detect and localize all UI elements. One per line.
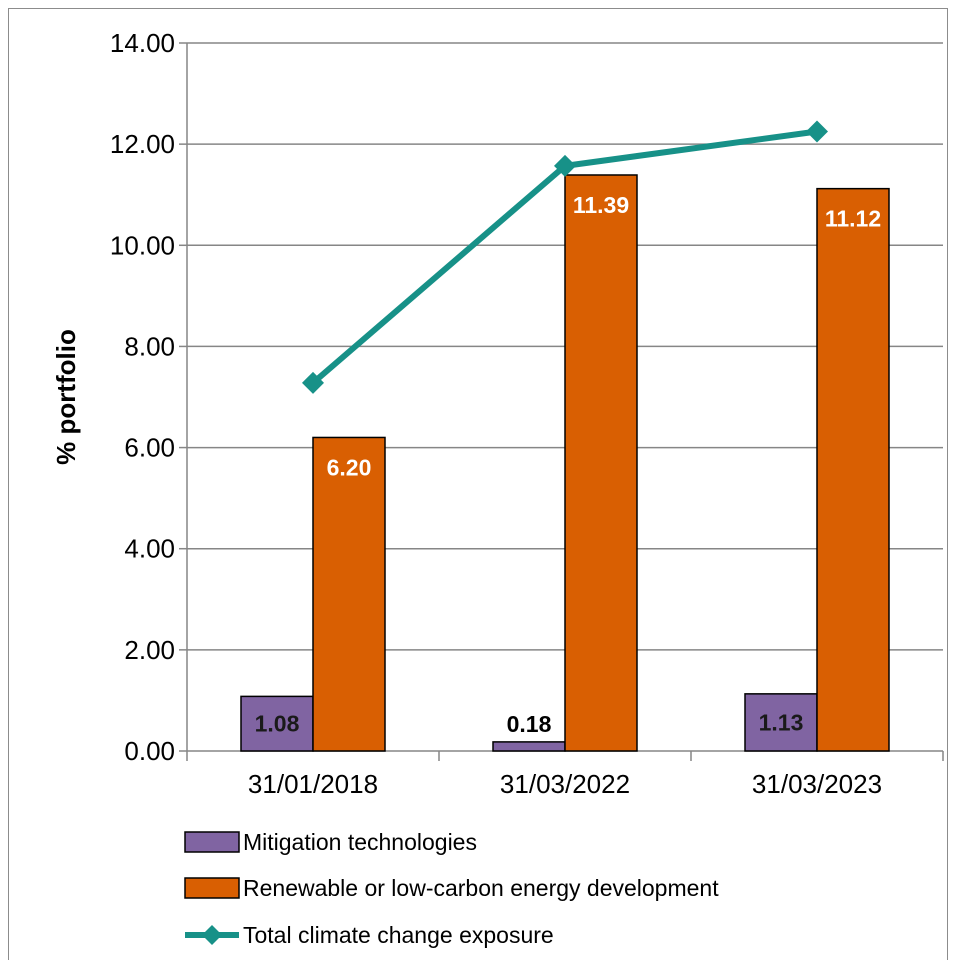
y-tick-label: 6.00 — [124, 433, 175, 463]
bar-mitigation — [492, 741, 566, 752]
y-axis-label: % portfolio — [51, 329, 81, 465]
total-line — [302, 120, 828, 394]
y-tick-label: 0.00 — [124, 736, 175, 766]
bar-renewable — [816, 187, 890, 752]
bar-mitigation — [240, 695, 314, 752]
total-line-marker — [302, 371, 324, 394]
legend-swatch — [184, 831, 240, 853]
data-label: 1.08 — [255, 711, 300, 737]
legend: Mitigation technologies Renewable or low-… — [184, 829, 719, 948]
data-label: 1.13 — [759, 709, 804, 735]
y-axis-ticks: 0.00 2.00 4.00 6.00 8.00 10.00 12.00 14.00 — [110, 28, 175, 766]
data-label: 6.20 — [327, 454, 372, 480]
legend-swatch — [184, 877, 240, 899]
bar-mitigation — [744, 693, 818, 752]
total-line-marker — [806, 120, 828, 143]
legend-label: Total climate change exposure — [243, 922, 554, 948]
y-tick-label: 2.00 — [124, 635, 175, 665]
legend-marker — [202, 925, 222, 945]
y-tick-label: 10.00 — [110, 230, 175, 260]
legend-label: Mitigation technologies — [243, 829, 477, 855]
bars: 1.08 0.18 1.13 6.20 11.39 11.12 — [240, 174, 890, 752]
x-axis-ticks: 31/01/2018 31/03/2022 31/03/2023 — [248, 769, 882, 799]
x-tick-label: 31/03/2023 — [752, 769, 882, 799]
chart-frame — [8, 8, 948, 960]
x-tick-label: 31/01/2018 — [248, 769, 378, 799]
data-label: 11.12 — [825, 206, 881, 232]
y-tick-label: 14.00 — [110, 28, 175, 58]
y-tick-label: 4.00 — [124, 534, 175, 564]
total-line-marker — [554, 154, 576, 177]
bar-renewable — [564, 174, 638, 752]
bar-renewable — [312, 436, 386, 752]
y-tick-label: 8.00 — [124, 331, 175, 361]
data-label: 0.18 — [507, 711, 552, 737]
y-tick-label: 12.00 — [110, 129, 175, 159]
x-tick-label: 31/03/2022 — [500, 769, 630, 799]
legend-label: Renewable or low-carbon energy developme… — [243, 875, 719, 901]
data-label: 11.39 — [573, 192, 629, 218]
